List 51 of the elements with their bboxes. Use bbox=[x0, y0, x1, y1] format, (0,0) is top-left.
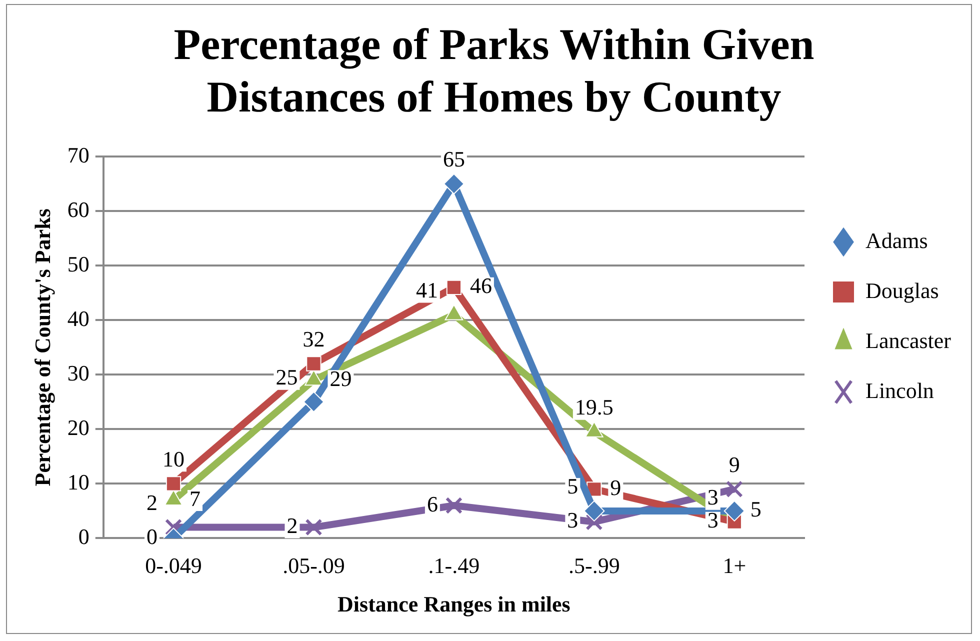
point bbox=[306, 356, 322, 372]
point bbox=[586, 513, 603, 530]
y-tick-label: 60 bbox=[67, 196, 90, 222]
legend-label: Lancaster bbox=[866, 328, 952, 353]
point bbox=[446, 280, 462, 296]
data-label: 32 bbox=[302, 326, 325, 352]
x-tick-label: .1-.49 bbox=[428, 553, 480, 578]
y-tick-label: 40 bbox=[67, 306, 90, 331]
y-tick-label: 50 bbox=[67, 251, 90, 276]
data-label: 29 bbox=[330, 366, 352, 391]
point bbox=[445, 496, 463, 514]
data-label: 10 bbox=[162, 446, 185, 472]
legend-label: Adams bbox=[866, 228, 928, 253]
data-label: 9 bbox=[728, 452, 740, 477]
data-label: 0 bbox=[146, 524, 158, 549]
data-label: 2 bbox=[146, 490, 158, 516]
x-tick-label: .05-.09 bbox=[282, 553, 345, 578]
data-label: 3 bbox=[567, 508, 578, 533]
point bbox=[166, 476, 182, 492]
point bbox=[305, 518, 322, 536]
data-label: 3 bbox=[707, 508, 718, 533]
data-label: 2 bbox=[286, 513, 298, 538]
y-tick-label: 70 bbox=[67, 142, 90, 168]
point bbox=[724, 500, 745, 522]
point bbox=[443, 173, 464, 194]
y-tick-label: 20 bbox=[67, 414, 90, 440]
y-tick-label: 30 bbox=[67, 360, 90, 386]
legend-label: Douglas bbox=[866, 278, 939, 303]
data-label: 7 bbox=[190, 486, 201, 511]
data-label: 65 bbox=[442, 146, 465, 172]
y-tick-label: 10 bbox=[67, 469, 90, 494]
y-tick-label: 0 bbox=[78, 524, 90, 549]
data-label: 46 bbox=[470, 273, 492, 298]
y-axis-title: Percentage of County's Parks bbox=[30, 208, 55, 486]
x-axis-title: Distance Ranges in miles bbox=[338, 591, 571, 616]
x-tick-label: 1+ bbox=[722, 553, 746, 578]
point bbox=[584, 500, 605, 522]
data-label: 5 bbox=[567, 474, 578, 499]
point bbox=[303, 391, 324, 412]
x-tick-label: .5-.99 bbox=[568, 553, 620, 578]
data-label: 6 bbox=[426, 491, 438, 516]
chart-title: Percentage of Parks Within Given Distances of Homes by County bbox=[174, 20, 814, 122]
point bbox=[726, 480, 743, 498]
legend-label: Lincoln bbox=[866, 378, 934, 403]
data-label: 5 bbox=[750, 496, 762, 522]
data-label: 9 bbox=[610, 474, 622, 500]
data-label: 41 bbox=[416, 277, 438, 302]
data-label: 19.5 bbox=[574, 394, 614, 420]
x-tick-label: 0-.049 bbox=[145, 553, 202, 578]
data-label: 3 bbox=[707, 484, 718, 510]
data-label: 25 bbox=[276, 364, 298, 390]
